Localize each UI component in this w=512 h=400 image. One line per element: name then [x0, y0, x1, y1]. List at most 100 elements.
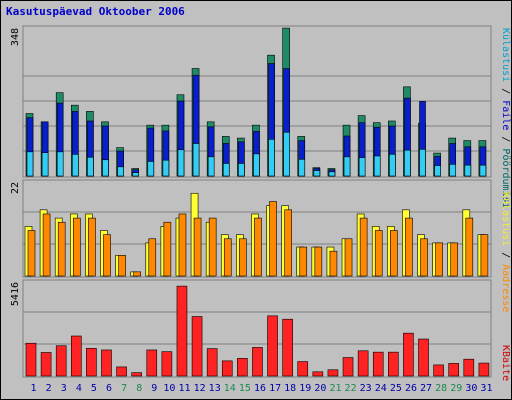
bar-külastusi-8 — [132, 172, 139, 177]
legend-item: Pöördumisi — [500, 148, 511, 208]
bar-kbaite-9 — [146, 349, 158, 377]
legend-item: Külastusi — [500, 28, 511, 82]
ymax-label: 22 — [10, 182, 21, 194]
bar-külastusi-19 — [298, 159, 306, 177]
legend-item: Külastusi — [500, 192, 511, 246]
bar-külastusi-14 — [222, 163, 230, 177]
bar-aadresse-19 — [299, 246, 308, 277]
day-label-9: 9 — [151, 383, 157, 394]
bar-kbaite-19 — [297, 361, 309, 377]
ymax-label: 348 — [10, 28, 21, 46]
bar-kbaite-13 — [206, 348, 218, 377]
day-label-16: 16 — [254, 383, 266, 394]
bar-külastusi-11 — [177, 149, 185, 177]
bar-aadresse-11 — [178, 213, 187, 277]
bar-külastusi-22 — [343, 156, 351, 177]
bar-külastusi-16 — [253, 153, 260, 177]
bar-aadresse-8 — [133, 271, 141, 277]
bar-külastusi-5 — [87, 156, 94, 177]
bar-kbaite-14 — [221, 360, 233, 377]
bar-külastusi-1 — [26, 151, 34, 177]
day-label-31: 31 — [480, 383, 492, 394]
bar-aadresse-31 — [480, 234, 489, 277]
legend-item: Aadresse — [500, 264, 511, 312]
bar-kbaite-17 — [267, 315, 278, 377]
bar-külastusi-26 — [404, 149, 411, 177]
legend-item: KBaite — [500, 345, 511, 381]
bar-kbaite-28 — [433, 364, 444, 377]
day-label-26: 26 — [405, 383, 417, 394]
bar-aadresse-30 — [465, 217, 474, 277]
bar-külastusi-13 — [207, 156, 215, 177]
day-label-25: 25 — [390, 383, 402, 394]
bar-kbaite-4 — [70, 335, 82, 377]
bar-külastusi-9 — [147, 161, 155, 177]
bar-aadresse-20 — [314, 246, 323, 277]
bar-aadresse-4 — [72, 217, 81, 277]
bar-aadresse-10 — [163, 221, 172, 277]
bar-aadresse-24 — [374, 230, 383, 277]
bar-aadresse-6 — [103, 234, 111, 277]
bar-kbaite-29 — [448, 363, 460, 377]
bar-aadresse-23 — [359, 217, 368, 277]
bar-külastusi-23 — [358, 157, 366, 177]
bar-aadresse-13 — [208, 217, 217, 277]
panel-1: 348 — [10, 25, 492, 178]
bar-aadresse-27 — [420, 238, 428, 277]
bar-kbaite-24 — [372, 351, 384, 377]
bar-aadresse-7 — [118, 255, 126, 277]
bar-aadresse-1 — [27, 230, 36, 277]
day-label-22: 22 — [345, 383, 357, 394]
bar-aadresse-25 — [390, 230, 398, 277]
bar-aadresse-2 — [42, 213, 51, 277]
bar-aadresse-14 — [223, 238, 232, 277]
bar-kbaite-8 — [131, 372, 142, 377]
bar-külastusi-21 — [328, 171, 336, 177]
bar-külastusi-10 — [162, 159, 170, 177]
bar-aadresse-17 — [269, 201, 277, 277]
day-label-20: 20 — [314, 383, 326, 394]
bar-aadresse-5 — [88, 217, 96, 277]
bar-külastusi-4 — [71, 154, 79, 177]
bar-kbaite-10 — [161, 351, 173, 377]
day-label-30: 30 — [465, 383, 477, 394]
legend-separator: / — [500, 82, 511, 100]
bar-külastusi-12 — [192, 143, 200, 177]
day-label-28: 28 — [435, 383, 447, 394]
bar-aadresse-15 — [239, 238, 247, 277]
bar-külastusi-7 — [117, 166, 124, 177]
bar-kbaite-1 — [25, 342, 37, 377]
bar-külastusi-2 — [41, 152, 49, 177]
bar-aadresse-22 — [344, 238, 353, 277]
day-label-12: 12 — [194, 383, 206, 394]
bar-külastusi-17 — [268, 139, 275, 177]
bar-külastusi-24 — [373, 155, 381, 177]
day-label-15: 15 — [239, 383, 251, 394]
day-label-1: 1 — [31, 383, 37, 394]
bar-külastusi-18 — [283, 131, 290, 177]
legend-separator: / — [500, 246, 511, 264]
bar-kbaite-27 — [418, 338, 429, 377]
bar-kbaite-6 — [101, 349, 112, 377]
day-label-11: 11 — [178, 383, 190, 394]
day-label-5: 5 — [91, 383, 97, 394]
bar-külastusi-29 — [449, 164, 457, 177]
bar-külastusi-15 — [238, 163, 245, 177]
bar-aadresse-29 — [450, 242, 459, 277]
bar-kbaite-16 — [252, 347, 263, 377]
bar-aadresse-16 — [254, 217, 262, 277]
bar-aadresse-21 — [329, 250, 338, 277]
bar-külastusi-25 — [389, 154, 396, 177]
day-label-6: 6 — [106, 383, 112, 394]
day-label-10: 10 — [163, 383, 175, 394]
day-label-29: 29 — [450, 383, 462, 394]
day-label-27: 27 — [420, 383, 432, 394]
day-label-23: 23 — [360, 383, 372, 394]
bar-aadresse-26 — [405, 217, 413, 277]
bar-külastusi-27 — [419, 149, 426, 177]
legend-separator: / — [500, 130, 511, 148]
legend-panel-2: Külastusi / Aadresse — [500, 192, 511, 312]
day-label-21: 21 — [329, 383, 341, 394]
day-label-19: 19 — [299, 383, 311, 394]
